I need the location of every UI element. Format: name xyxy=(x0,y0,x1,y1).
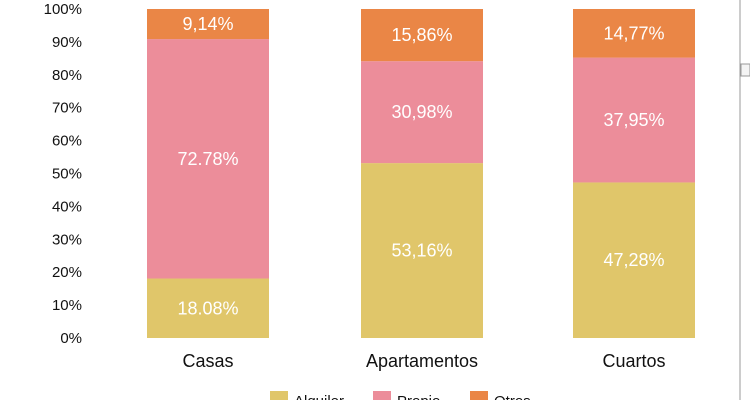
bar-segment-otros xyxy=(573,9,695,58)
bar-segment-alquiler xyxy=(573,182,695,338)
legend-swatch-otros xyxy=(470,391,488,400)
data-label: 15,86% xyxy=(391,25,452,45)
y-tick-label: 60% xyxy=(52,133,82,150)
data-label: 14,77% xyxy=(603,23,664,43)
x-category-label: Apartamentos xyxy=(366,351,478,371)
bar-segment-otros xyxy=(361,9,483,62)
y-tick-label: 90% xyxy=(52,34,82,51)
data-label: 37,95% xyxy=(603,110,664,130)
x-category-label: Casas xyxy=(182,351,233,371)
legend-swatch-alquiler xyxy=(270,391,288,400)
legend-label: Propio xyxy=(397,393,440,400)
bar-segment-propio xyxy=(147,39,269,279)
legend: Alquiler Propio Otros xyxy=(270,391,531,400)
y-tick-label: 40% xyxy=(52,198,82,215)
y-tick-label: 30% xyxy=(52,231,82,248)
y-tick-label: 50% xyxy=(52,166,82,183)
y-axis: 0% 10% 20% 30% 40% 50% 60% 70% 80% 90% 100% xyxy=(44,1,82,347)
bar-segment-alquiler xyxy=(361,163,483,338)
x-axis: Casas Apartamentos Cuartos xyxy=(182,351,665,371)
data-label: 53,16% xyxy=(391,241,452,261)
data-label: 47,28% xyxy=(603,250,664,270)
y-tick-label: 80% xyxy=(52,67,82,84)
legend-label: Otros xyxy=(494,393,531,400)
bar-segment-otros xyxy=(147,9,269,40)
data-label: 30,98% xyxy=(391,102,452,122)
data-label: 72.78% xyxy=(177,149,238,169)
y-tick-label: 10% xyxy=(52,297,82,314)
x-category-label: Cuartos xyxy=(602,351,665,371)
y-tick-label: 100% xyxy=(44,1,82,18)
bar-segment-alquiler xyxy=(147,278,269,338)
legend-label: Alquiler xyxy=(294,393,344,400)
data-label: 9,14% xyxy=(182,14,233,34)
data-label: 18.08% xyxy=(177,298,238,318)
bar-segment-propio xyxy=(573,57,695,183)
y-tick-label: 20% xyxy=(52,264,82,281)
y-tick-label: 70% xyxy=(52,100,82,117)
legend-swatch-propio xyxy=(373,391,391,400)
bars: 18.08% 72.78% 9,14% 53,16% 30,98% 15,86% 47,28… xyxy=(147,9,695,338)
y-tick-label: 0% xyxy=(60,330,82,347)
bar-segment-propio xyxy=(361,61,483,164)
frame-control[interactable] xyxy=(740,63,750,77)
